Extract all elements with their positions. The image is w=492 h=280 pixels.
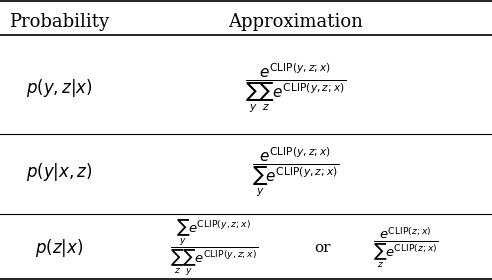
Text: $p(y, z|x)$: $p(y, z|x)$ — [26, 77, 92, 99]
Text: $\dfrac{e^{\mathrm{CLIP}(y,z;x)}}{\sum_y \sum_z e^{\mathrm{CLIP}(y,z;x)}}$: $\dfrac{e^{\mathrm{CLIP}(y,z;x)}}{\sum_y… — [245, 61, 346, 115]
Text: $\dfrac{e^{\mathrm{CLIP}(y,z;x)}}{\sum_y e^{\mathrm{CLIP}(y,z;x)}}$: $\dfrac{e^{\mathrm{CLIP}(y,z;x)}}{\sum_y… — [251, 145, 339, 199]
Text: $\dfrac{\sum_y e^{\mathrm{CLIP}(y,z;x)}}{\sum_z \sum_y e^{\mathrm{CLIP}(y,z;x)}}: $\dfrac{\sum_y e^{\mathrm{CLIP}(y,z;x)}}… — [170, 217, 258, 278]
Text: $p(z|x)$: $p(z|x)$ — [35, 237, 83, 259]
Text: Probability: Probability — [9, 13, 109, 31]
Text: $\dfrac{e^{\mathrm{CLIP}(z;x)}}{\sum_z e^{\mathrm{CLIP}(z;x)}}$: $\dfrac{e^{\mathrm{CLIP}(z;x)}}{\sum_z e… — [373, 226, 439, 270]
Text: $p(y|x, z)$: $p(y|x, z)$ — [26, 161, 92, 183]
Text: or: or — [314, 241, 331, 255]
Text: Approximation: Approximation — [228, 13, 363, 31]
